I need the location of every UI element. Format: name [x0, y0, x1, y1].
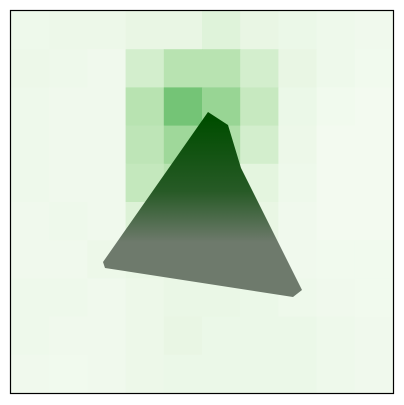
- heatmap-cell: [11, 240, 50, 279]
- heatmap-cell: [202, 354, 241, 394]
- heatmap-cell: [49, 87, 88, 127]
- heatmap-cell: [354, 278, 394, 318]
- heatmap-cell: [354, 49, 394, 88]
- heatmap-cell: [316, 11, 356, 50]
- heatmap-cell: [354, 11, 394, 50]
- heatmap-cell: [11, 125, 50, 165]
- triangle-overlay: [103, 112, 302, 297]
- heatmap-cell: [49, 163, 88, 203]
- heatmap-cell: [354, 202, 394, 241]
- heatmap-cell: [240, 87, 279, 127]
- heatmap-cell: [87, 49, 127, 88]
- heatmap-cell: [49, 125, 88, 165]
- heatmap-cell: [125, 316, 165, 356]
- heatmap-cell: [49, 354, 88, 394]
- heatmap-cell: [202, 49, 241, 88]
- heatmap-cell: [240, 354, 279, 394]
- heatmap-cell: [11, 354, 50, 394]
- heatmap-cell: [11, 163, 50, 203]
- heatmap-cell: [354, 163, 394, 203]
- heatmap-cell: [11, 316, 50, 356]
- heatmap-cell: [240, 125, 279, 165]
- heatmap-cell: [278, 87, 318, 127]
- heatmap-cell: [125, 11, 165, 50]
- heatmap-cell: [354, 87, 394, 127]
- heatmap-cell: [240, 11, 279, 50]
- heatmap-cell: [49, 316, 88, 356]
- heatmap-cell: [316, 125, 356, 165]
- heatmap-cell: [11, 278, 50, 318]
- heatmap-cell: [202, 316, 241, 356]
- heatmap-cell: [163, 49, 203, 88]
- heatmap-cell: [49, 49, 88, 88]
- heatmap-cell: [278, 163, 318, 203]
- heatmap-cell: [354, 316, 394, 356]
- plot-frame: [9, 9, 395, 395]
- heatmap-cell: [316, 278, 356, 318]
- heatmap-cell: [278, 11, 318, 50]
- heatmap-cell: [87, 354, 127, 394]
- heatmap-cell: [87, 316, 127, 356]
- heatmap-cell: [125, 87, 165, 127]
- heatmap-cell: [278, 202, 318, 241]
- heatmap-cell: [354, 354, 394, 394]
- heatmap-cell: [278, 354, 318, 394]
- heatmap-cell: [354, 125, 394, 165]
- heatmap-cell: [49, 240, 88, 279]
- heatmap-cell: [316, 163, 356, 203]
- heatmap-cell: [49, 11, 88, 50]
- heatmap-cell: [354, 240, 394, 279]
- heatmap-cell: [125, 354, 165, 394]
- heatmap-cell: [11, 202, 50, 241]
- heatmap-cell: [11, 49, 50, 88]
- heatmap-cell: [278, 125, 318, 165]
- heatmap-cell: [87, 202, 127, 241]
- heatmap-cell: [240, 49, 279, 88]
- heatmap-cell: [11, 11, 50, 50]
- heatmap-cell: [87, 87, 127, 127]
- heatmap-cell: [316, 240, 356, 279]
- heatmap-cell: [316, 354, 356, 394]
- heatmap-cell: [125, 278, 165, 318]
- heatmap-cell: [316, 49, 356, 88]
- heatmap-cell: [87, 11, 127, 50]
- heatmap-cell: [49, 278, 88, 318]
- heatmap-cell: [163, 316, 203, 356]
- heatmap-cell: [163, 11, 203, 50]
- heatmap-cell: [11, 87, 50, 127]
- heatmap-cell: [163, 278, 203, 318]
- heatmap-cell: [278, 316, 318, 356]
- heatmap-cell: [87, 163, 127, 203]
- heatmap-cell: [49, 202, 88, 241]
- heatmap-cell: [87, 278, 127, 318]
- heatmap-cell: [202, 11, 241, 50]
- heatmap-cell: [163, 87, 203, 127]
- heatmap-cell: [316, 202, 356, 241]
- heatmap-cell: [240, 316, 279, 356]
- heatmap-cell: [316, 87, 356, 127]
- heatmap-cell: [316, 316, 356, 356]
- heatmap-cell: [278, 49, 318, 88]
- heatmap-cell: [125, 49, 165, 88]
- heatmap-cell: [87, 125, 127, 165]
- heatmap-cell: [163, 354, 203, 394]
- heatmap-cell: [125, 125, 165, 165]
